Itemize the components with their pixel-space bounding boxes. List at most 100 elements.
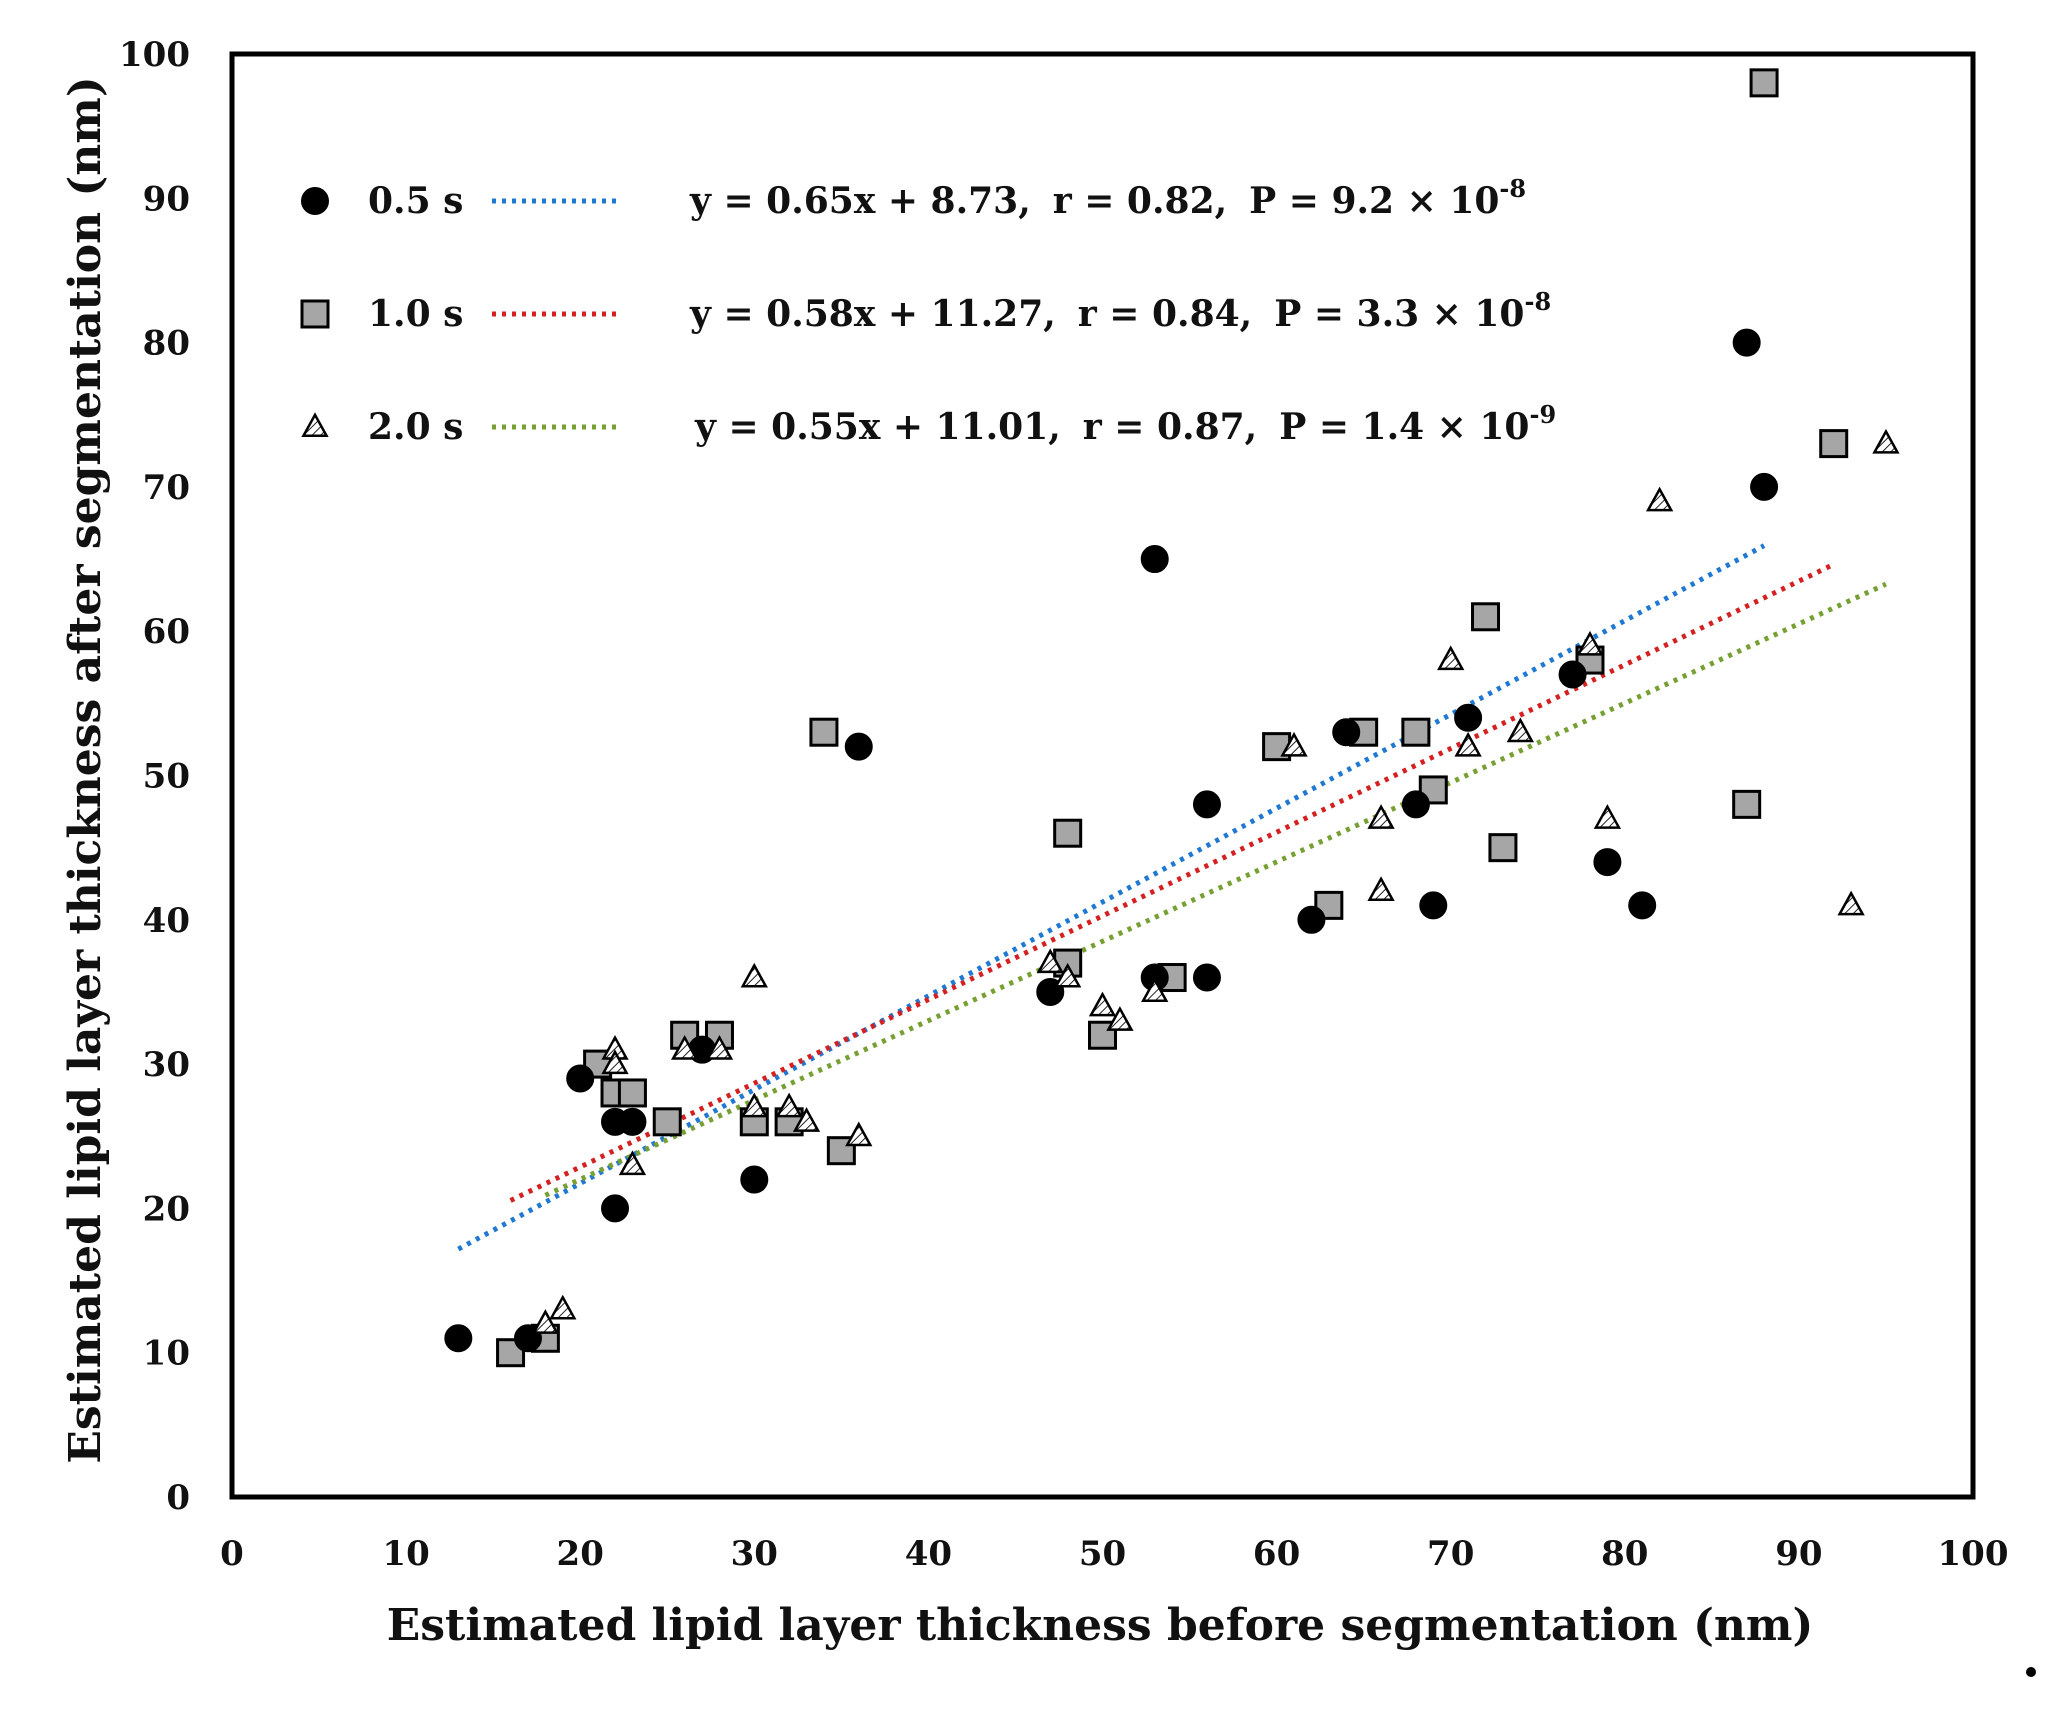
- x-tick-label: 50: [1079, 1534, 1126, 1574]
- data-point-triangle: [1506, 717, 1535, 743]
- data-point-triangle: [618, 1150, 647, 1176]
- x-tick-label: 40: [905, 1534, 952, 1574]
- data-point-circle: [1332, 718, 1361, 747]
- x-tick-label: 60: [1253, 1534, 1300, 1574]
- data-point-triangle: [1054, 962, 1082, 988]
- data-point-circle: [566, 1064, 595, 1093]
- trendline-equation: y = 0.65x + 8.73, r = 0.82, P = 9.2 × 10-8: [689, 174, 1526, 222]
- data-point-triangle: [845, 1121, 873, 1147]
- data-point-circle: [1297, 905, 1326, 934]
- y-tick-label: 0: [166, 1478, 190, 1518]
- data-point-square: [1471, 602, 1501, 632]
- data-point-circle: [1628, 891, 1657, 920]
- data-point-triangle: [740, 1092, 768, 1118]
- trendlines: [457, 543, 1887, 1252]
- y-tick-label: 10: [143, 1334, 190, 1374]
- data-point-circle: [1140, 545, 1169, 574]
- data-point-triangle: [792, 1107, 821, 1132]
- trendline-triangle: [544, 581, 1887, 1198]
- x-axis-title: Estimated lipid layer thickness before s…: [387, 1600, 1814, 1651]
- legend: 0.5 s y = 0.65x + 8.73, r = 0.82, P = 9.2 ×…: [300, 174, 1556, 448]
- y-tick-label: 100: [119, 35, 190, 75]
- data-point-triangle: [601, 1049, 629, 1075]
- y-tick-label: 30: [143, 1045, 190, 1085]
- data-point-triangle: [1280, 731, 1308, 757]
- legend-marker-square: [300, 299, 330, 329]
- trendline-equation: y = 0.58x + 11.27, r = 0.84, P = 3.3 × 10-…: [689, 287, 1551, 335]
- legend-marker-circle: [301, 187, 329, 215]
- data-point-circle: [618, 1107, 647, 1136]
- legend-label: 1.0 s: [368, 293, 463, 335]
- data-point-triangle: [1106, 1006, 1134, 1031]
- data-point-triangle: [1872, 428, 1900, 454]
- data-point-circle: [1732, 328, 1761, 357]
- data-point-circle: [1192, 790, 1221, 819]
- data-point-triangle: [705, 1034, 734, 1060]
- plot-frame: [229, 51, 1976, 1500]
- data-points: [444, 68, 1900, 1368]
- trendline-square: [509, 562, 1835, 1203]
- data-point-circle: [1192, 963, 1221, 992]
- x-tick-label: 10: [382, 1534, 429, 1574]
- data-point-square: [1488, 833, 1518, 863]
- data-point-triangle: [1645, 486, 1674, 512]
- data-point-triangle: [1088, 991, 1117, 1017]
- data-point-circle: [1593, 848, 1622, 877]
- x-tick-label: 70: [1427, 1534, 1474, 1574]
- data-point-triangle: [1576, 630, 1604, 656]
- trendline-equation: y = 0.55x + 11.01, r = 0.87, P = 1.4 × 10-…: [694, 400, 1556, 448]
- data-point-triangle: [1454, 731, 1482, 757]
- data-point-square: [1749, 68, 1779, 98]
- x-tick-label: 80: [1601, 1534, 1648, 1574]
- data-point-square: [1732, 789, 1762, 819]
- data-point-circle: [1454, 703, 1483, 732]
- legend-marker-triangle: [301, 412, 329, 438]
- y-tick-label: 60: [143, 612, 190, 652]
- y-tick-label: 80: [143, 324, 190, 364]
- data-point-square: [1401, 717, 1431, 747]
- legend-label: 0.5 s: [368, 180, 463, 222]
- data-point-circle: [740, 1165, 769, 1194]
- y-axis-ticks: 0 10 20 30 40 50 60 70 80 90 100: [119, 35, 190, 1518]
- x-tick-label: 30: [731, 1534, 778, 1574]
- y-axis-title: Estimated lipid layer thickness after se…: [60, 76, 111, 1463]
- x-tick-label: 20: [557, 1534, 604, 1574]
- data-point-circle: [444, 1324, 473, 1353]
- data-point-square: [1262, 732, 1292, 762]
- y-tick-label: 70: [143, 468, 190, 508]
- data-point-triangle: [1437, 645, 1465, 671]
- data-point-triangle: [740, 962, 768, 988]
- data-point-square: [1819, 429, 1849, 459]
- plot-area: [229, 51, 1976, 1500]
- data-point-circle: [1419, 891, 1448, 920]
- data-point-triangle: [1367, 876, 1395, 901]
- data-point-triangle: [1036, 948, 1064, 974]
- y-tick-label: 40: [143, 901, 190, 941]
- data-point-square: [809, 717, 839, 747]
- y-tick-label: 20: [143, 1189, 190, 1229]
- data-point-square: [617, 1078, 647, 1108]
- x-tick-label: 0: [220, 1534, 244, 1574]
- data-point-triangle: [1593, 804, 1622, 829]
- data-point-triangle: [531, 1309, 560, 1334]
- legend-label: 2.0 s: [368, 406, 463, 448]
- data-point-triangle: [1367, 804, 1395, 829]
- data-point-circle: [1750, 472, 1779, 501]
- data-point-triangle: [775, 1092, 803, 1118]
- trendline-circle: [457, 543, 1766, 1252]
- data-point-square: [1053, 818, 1083, 848]
- data-point-circle: [1401, 790, 1430, 819]
- data-point-triangle: [670, 1034, 699, 1060]
- y-tick-label: 90: [143, 179, 190, 219]
- y-tick-label: 50: [143, 757, 190, 797]
- data-point-circle: [1558, 660, 1587, 689]
- data-point-triangle: [549, 1294, 577, 1320]
- stray-dot: [2026, 1667, 2036, 1677]
- data-point-circle: [844, 732, 873, 761]
- x-axis-ticks: 0 10 20 30 40 50 60 70 80 90 100: [220, 1534, 2008, 1574]
- data-point-triangle: [1141, 977, 1169, 1002]
- data-point-circle: [601, 1194, 630, 1223]
- data-point-triangle: [1837, 890, 1865, 916]
- data-point-square: [652, 1107, 682, 1137]
